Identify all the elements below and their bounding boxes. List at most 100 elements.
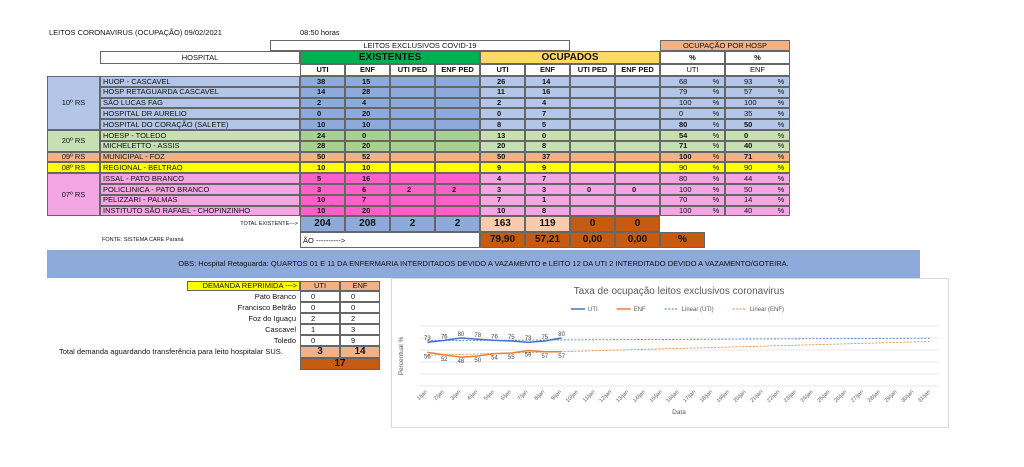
ocupados-value xyxy=(570,97,615,109)
ocupacao-total: 57,21 xyxy=(525,232,570,249)
pct-sign: % xyxy=(777,109,785,119)
ocupados-value: 0 xyxy=(570,184,615,195)
pct-sign: % xyxy=(777,173,785,183)
subheader: ENF xyxy=(345,64,390,76)
ocupados-value xyxy=(570,140,615,152)
subheader: ENF PED xyxy=(615,64,660,76)
legend-label: Linear (ENF) xyxy=(750,307,784,313)
existentes-value: 10 xyxy=(300,119,345,130)
pct-value: 71 xyxy=(725,151,790,163)
total-ocupados: 0 xyxy=(570,216,615,233)
hospital: INSTITUTO SÃO RAFAEL - CHOPINZINHO xyxy=(100,205,300,217)
existentes-value: 2 xyxy=(435,184,480,195)
ocupados-value: 7 xyxy=(525,108,570,120)
pct-value: 100 xyxy=(660,184,725,195)
ocupados-value xyxy=(570,162,615,174)
ocupados-value: 9 xyxy=(480,162,525,174)
existentes-value xyxy=(390,173,435,184)
data-label: 48 xyxy=(458,359,465,365)
data-label: 78 xyxy=(474,333,481,339)
demanda-value: 2 xyxy=(300,313,340,324)
existentes-value xyxy=(390,86,435,98)
existentes-value: 6 xyxy=(345,184,390,195)
region: 07º RS xyxy=(47,173,100,217)
existentes-value xyxy=(435,162,480,174)
region: 10º RS xyxy=(47,76,100,130)
existentes-value xyxy=(435,151,480,163)
hospital: HOSP RETAGUARDA CASCAVEL xyxy=(100,86,300,98)
pct-value: 57 xyxy=(725,86,790,98)
existentes-value: 38 xyxy=(300,76,345,87)
existentes-value xyxy=(390,108,435,120)
demanda-value: 0 xyxy=(340,302,380,313)
pct-value: 40 xyxy=(725,140,790,152)
pct-sign: % xyxy=(777,152,785,162)
ocupados-value xyxy=(615,173,660,184)
existentes-value xyxy=(435,97,480,109)
existentes-value xyxy=(390,140,435,152)
ocupados-value: 8 xyxy=(525,205,570,217)
demanda-total: 3 xyxy=(300,346,340,358)
data-label: 57 xyxy=(558,354,565,360)
ocupados-value: 9 xyxy=(525,162,570,174)
existentes-value: 0 xyxy=(300,108,345,120)
ocupados-value: 4 xyxy=(480,173,525,184)
subtitle: LEITOS EXCLUSIVOS COVID-19 xyxy=(270,40,570,51)
existentes-value: 28 xyxy=(300,140,345,152)
data-label: 56 xyxy=(424,354,431,360)
existentes-value: 10 xyxy=(300,162,345,174)
demanda-grand-total: 17 xyxy=(300,358,380,370)
region: 08º RS xyxy=(47,162,100,174)
total-label: TOTAL EXISTENTE---> xyxy=(240,220,298,227)
existentes-value xyxy=(435,108,480,120)
ocupados-value: 37 xyxy=(525,151,570,163)
demanda-total: 14 xyxy=(340,346,380,358)
pct-sign: % xyxy=(712,152,720,162)
data-label: 80 xyxy=(458,332,465,338)
pct-value: 0 xyxy=(660,108,725,120)
pct-sign: % xyxy=(777,195,785,205)
hospital: MICHELETTO - ASSIS xyxy=(100,140,300,152)
ocupacao-total: 0,00 xyxy=(615,232,660,249)
obs-banner: OBS: Hospital Retaguarda: QUARTOS 01 E 1… xyxy=(47,250,920,278)
series-line xyxy=(427,337,562,343)
total-existentes: 2 xyxy=(390,216,435,233)
y-axis-label: Percentual % xyxy=(398,336,405,375)
pct-header: % xyxy=(725,51,790,64)
ocupados-value xyxy=(615,97,660,109)
ocupados-value xyxy=(570,173,615,184)
ocupados-value: 7 xyxy=(480,194,525,206)
ocupados-value: 7 xyxy=(525,173,570,184)
ocupados-value: 14 xyxy=(525,76,570,87)
pct-sign: % xyxy=(712,173,720,183)
chart-title: Taxa de ocupação leitos exclusivos coron… xyxy=(574,286,785,297)
data-label: 76 xyxy=(491,334,498,340)
demanda-city: Francisco Beltrão xyxy=(237,302,296,312)
existentes-value: 20 xyxy=(345,140,390,152)
pct-sign: % xyxy=(712,98,720,108)
ocupados-value: 5 xyxy=(525,119,570,130)
ocupacao-total: 0,00 xyxy=(570,232,615,249)
ocupados-value xyxy=(615,86,660,98)
ocupados-value: 20 xyxy=(480,140,525,152)
pct-sign: % xyxy=(712,109,720,119)
pct-value: 35 xyxy=(725,108,790,120)
series-line xyxy=(427,349,562,358)
existentes-value: 10 xyxy=(300,194,345,206)
ocupados-value xyxy=(615,205,660,217)
existentes-value: 4 xyxy=(345,97,390,109)
existentes-value xyxy=(435,130,480,141)
existentes-value: 16 xyxy=(345,173,390,184)
pct-sign: % xyxy=(777,119,785,129)
existentes-value xyxy=(390,162,435,174)
existentes-value: 10 xyxy=(345,162,390,174)
pct-value: 93 xyxy=(725,76,790,87)
demanda-value: 9 xyxy=(340,335,380,346)
pct-value: 40 xyxy=(725,205,790,217)
data-label: 75 xyxy=(508,335,515,341)
existentes-value: 10 xyxy=(300,205,345,217)
data-label: 80 xyxy=(558,332,565,338)
pct-sign: % xyxy=(712,130,720,140)
subheader: ENF PED xyxy=(435,64,480,76)
demanda-value: 0 xyxy=(300,302,340,313)
